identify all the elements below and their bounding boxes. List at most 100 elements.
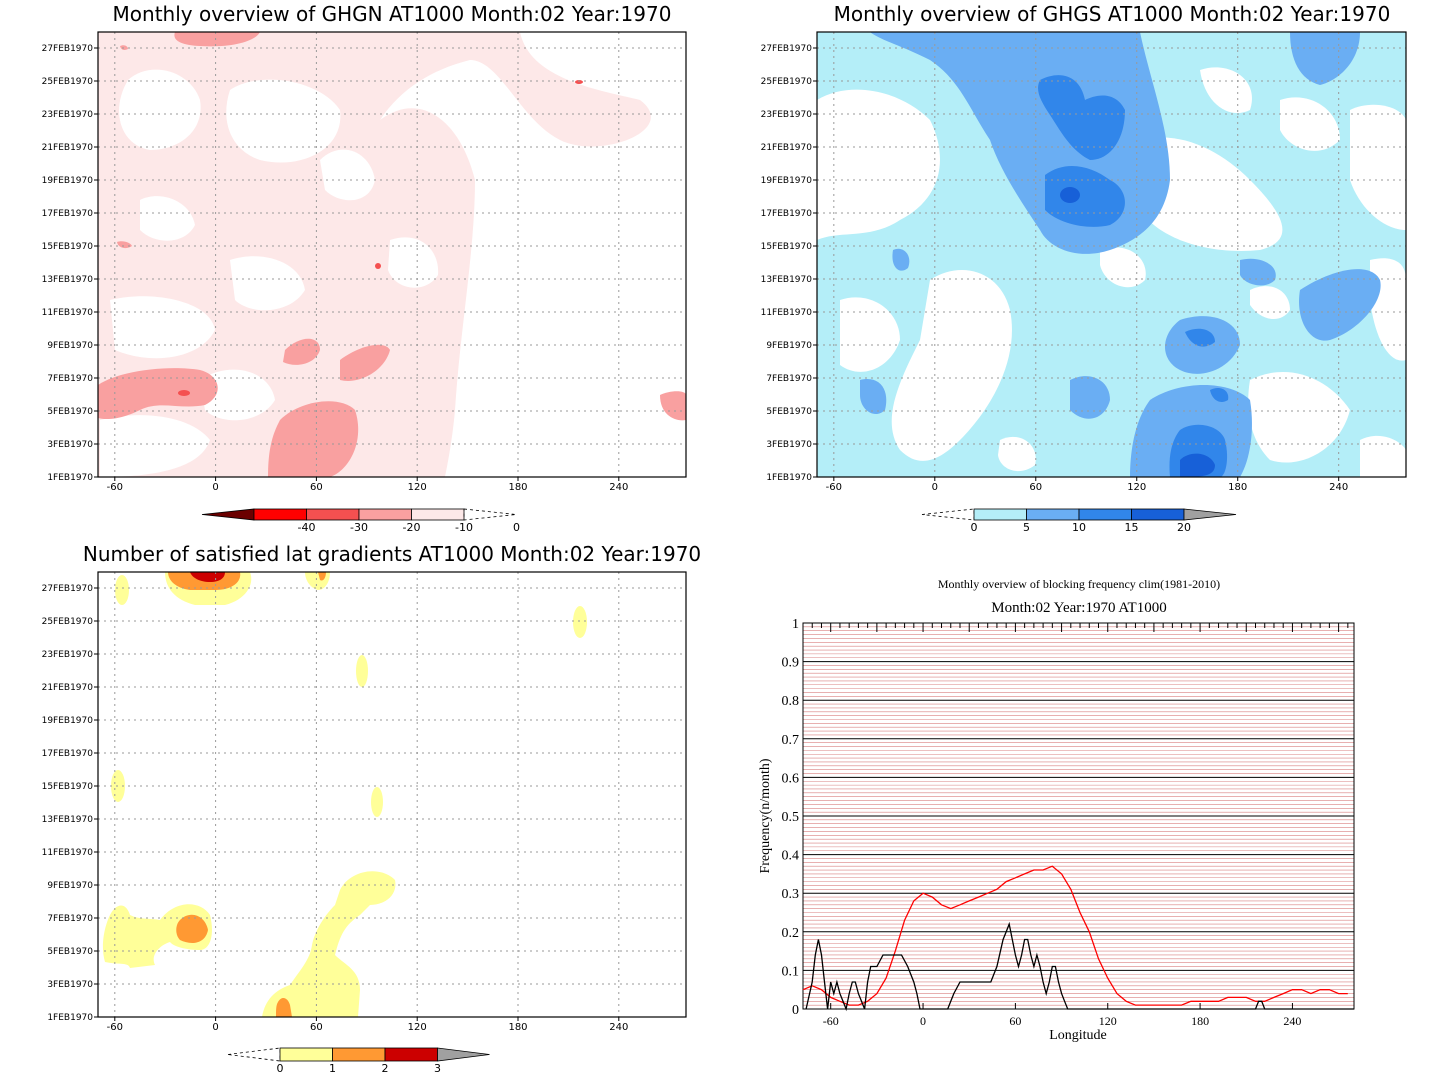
y-tick-label: 17FEB1970 [761, 209, 813, 219]
ghgs-colorbar: 0 5 10 15 20 [921, 508, 1237, 534]
colorbar-box [306, 508, 360, 521]
colorbar-tick-label: 3 [434, 1062, 441, 1075]
y-tick-label: 0.8 [782, 694, 800, 709]
colorbar-arrow-left [201, 508, 255, 521]
colorbar-arrow-right [463, 508, 517, 521]
y-tick-label: 0 [792, 1003, 799, 1018]
y-tick-label: 27FEB1970 [761, 44, 813, 54]
lat-gradients-field [98, 572, 686, 1017]
x-tick-label: 240 [609, 482, 628, 493]
y-tick-label: 21FEB1970 [42, 683, 94, 693]
colorbar-box [1026, 508, 1080, 521]
colorbar-tick-label: -40 [298, 521, 316, 534]
y-tick-label: 25FEB1970 [42, 617, 94, 627]
line-chart-title: Monthly overview of blocking frequency c… [938, 577, 1220, 591]
line-chart-ylabel: Frequency(n/month) [758, 758, 773, 873]
y-tick-label: 23FEB1970 [42, 110, 94, 120]
colorbar-box [279, 1047, 333, 1062]
y-tick-label: 15FEB1970 [42, 782, 94, 792]
x-tick-label: 0 [920, 1014, 926, 1028]
y-tick-label: 25FEB1970 [761, 77, 813, 87]
y-tick-label: 9FEB1970 [47, 881, 93, 891]
y-tick-label: 7FEB1970 [47, 374, 93, 384]
ghgn-frame [97, 31, 687, 478]
y-tick-label: 19FEB1970 [42, 176, 94, 186]
colorbar-arrow-left [227, 1047, 281, 1062]
colorbar-box [358, 508, 412, 521]
y-tick-label: 7FEB1970 [47, 914, 93, 924]
y-tick-label: 3FEB1970 [47, 980, 93, 990]
y-tick-label: 0.1 [782, 964, 800, 979]
y-tick-label: 21FEB1970 [761, 143, 813, 153]
ghgn-colorbar: -40 -30 -20 -10 0 [201, 508, 520, 534]
ghgn-x-axis: -60 0 60 120 180 240 [107, 477, 628, 493]
panel-ghgn: Monthly overview of GHGN AT1000 Month:02… [42, 2, 687, 534]
ghgn-y-axis: 1FEB1970 3FEB1970 5FEB1970 7FEB1970 9FEB1970… [42, 44, 98, 483]
colorbar-box [411, 508, 465, 521]
ghgs-frame [816, 31, 1407, 478]
y-tick-label: 0.2 [782, 926, 800, 941]
y-tick-label: 0.9 [782, 656, 800, 671]
y-tick-label: 0.6 [782, 771, 800, 786]
x-tick-label: 180 [1191, 1014, 1209, 1028]
lat-gradients-gridlines [98, 572, 686, 1017]
y-tick-label: 27FEB1970 [42, 44, 94, 54]
lat-gradients-background [98, 572, 686, 1017]
y-tick-label: 11FEB1970 [761, 308, 813, 318]
y-tick-label: 23FEB1970 [42, 650, 94, 660]
colorbar-arrow-right [1183, 508, 1237, 521]
line-chart-x-axis: -60 0 60 120 180 240 [823, 1003, 1301, 1028]
panel-title-lat-gradients: Number of satisfied lat gradients AT1000… [83, 542, 701, 566]
x-tick-label: -60 [107, 1022, 123, 1033]
y-tick-label: 11FEB1970 [42, 308, 94, 318]
y-tick-label: 0.3 [782, 887, 800, 902]
y-tick-label: 19FEB1970 [42, 716, 94, 726]
x-tick-label: -60 [107, 482, 123, 493]
x-tick-label: 60 [310, 1022, 323, 1033]
x-tick-label: 60 [1009, 1014, 1021, 1028]
y-tick-label: 3FEB1970 [766, 440, 812, 450]
y-tick-label: 13FEB1970 [42, 275, 94, 285]
colorbar-tick-label: 20 [1177, 521, 1191, 534]
x-tick-label: 0 [932, 482, 938, 493]
colorbar-tick-label: -30 [350, 521, 368, 534]
ghgs-gridlines [817, 32, 1406, 477]
y-tick-label: 1 [792, 617, 799, 632]
x-tick-label: 180 [1228, 482, 1247, 493]
ghgn-field [98, 32, 686, 477]
ghgs-white-regions [817, 67, 1406, 477]
x-tick-label: 120 [408, 1022, 427, 1033]
colorbar-tick-label: -20 [403, 521, 421, 534]
panel-blocking-frequency: Monthly overview of blocking frequency c… [758, 577, 1355, 1043]
colorbar-tick-label: 0 [513, 521, 520, 534]
ghgn-pink-regions [98, 32, 686, 477]
line-chart-hatch [803, 626, 1354, 1006]
x-tick-label: 60 [310, 482, 323, 493]
lat-gradients-colorbar: 0 1 2 3 [227, 1047, 490, 1075]
x-tick-label: 120 [1127, 482, 1146, 493]
x-tick-label: 120 [408, 482, 427, 493]
colorbar-tick-label: 10 [1072, 521, 1086, 534]
y-tick-label: 11FEB1970 [42, 848, 94, 858]
y-tick-label: 15FEB1970 [761, 242, 813, 252]
panel-title-ghgs: Monthly overview of GHGS AT1000 Month:02… [834, 2, 1391, 26]
y-tick-label: 0.4 [782, 849, 800, 864]
colorbar-tick-label: 2 [382, 1062, 389, 1075]
line-chart-xlabel: Longitude [1049, 1028, 1107, 1043]
y-tick-label: 25FEB1970 [42, 77, 94, 87]
colorbar-tick-label: 0 [277, 1062, 284, 1075]
colorbar-box [384, 1047, 438, 1062]
y-tick-label: 3FEB1970 [47, 440, 93, 450]
x-tick-label: 180 [508, 482, 527, 493]
y-tick-label: 0.7 [782, 733, 800, 748]
y-tick-label: 0.5 [782, 810, 800, 825]
y-tick-label: 17FEB1970 [42, 209, 94, 219]
panel-ghgs: Monthly overview of GHGS AT1000 Month:02… [761, 2, 1407, 534]
line-chart-y-axis: 0 0.1 0.2 0.3 0.4 0.5 0.6 0.7 0.8 0.9 1 [782, 617, 800, 1018]
colorbar-tick-label: 0 [971, 521, 978, 534]
y-tick-label: 15FEB1970 [42, 242, 94, 252]
y-tick-label: 9FEB1970 [766, 341, 812, 351]
lat-gradients-y-axis: 1FEB1970 3FEB1970 5FEB1970 7FEB1970 9FEB1970… [42, 584, 98, 1023]
colorbar-box [253, 508, 307, 521]
